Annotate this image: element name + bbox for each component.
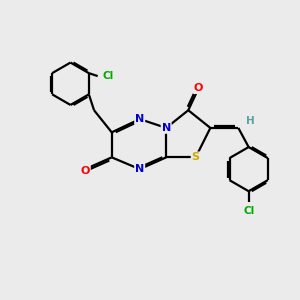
Text: N: N bbox=[135, 164, 144, 174]
Text: N: N bbox=[135, 114, 144, 124]
Text: O: O bbox=[194, 83, 203, 93]
Text: O: O bbox=[80, 166, 90, 176]
Text: Cl: Cl bbox=[243, 206, 254, 216]
Text: H: H bbox=[246, 116, 254, 126]
Text: Cl: Cl bbox=[103, 71, 114, 81]
Text: S: S bbox=[192, 152, 200, 162]
Text: N: N bbox=[162, 123, 171, 133]
